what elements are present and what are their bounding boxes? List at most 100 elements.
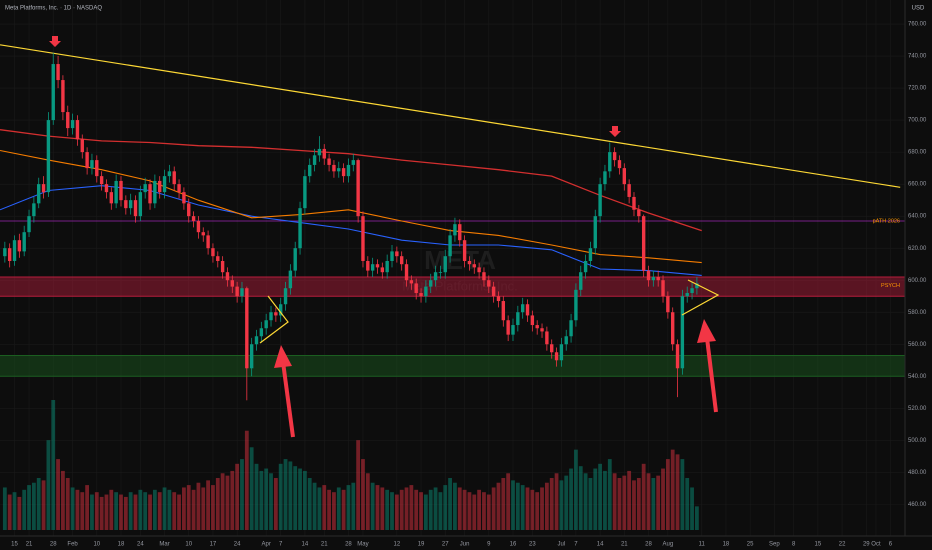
volume-bar: [235, 463, 240, 530]
candle-body: [80, 139, 84, 153]
volume-bar: [317, 487, 322, 530]
candle-body: [608, 152, 612, 172]
volume-bar: [467, 492, 472, 530]
indicator-line: [0, 129, 702, 232]
pennant-drawing: [681, 279, 720, 316]
volume-bar: [128, 492, 133, 530]
candle-body: [525, 304, 530, 316]
candle-body: [278, 304, 283, 316]
volume-bar: [583, 473, 588, 530]
volume-bar: [351, 482, 356, 530]
volume-bar: [380, 487, 385, 530]
volume-bar: [157, 492, 162, 530]
x-tick-label: 6: [889, 542, 893, 548]
volume-bar: [477, 489, 482, 530]
volume-bar: [12, 492, 17, 530]
y-tick-label: 480.00: [908, 470, 927, 476]
candle-body: [627, 184, 631, 197]
volume-bar: [230, 470, 235, 530]
x-tick-label: 18: [723, 542, 730, 548]
volume-bar: [670, 449, 675, 530]
volume-bar: [123, 496, 128, 530]
volume-bar: [520, 485, 525, 530]
volume-bar: [138, 489, 143, 530]
candle-body: [380, 267, 385, 273]
volume-bar: [598, 463, 603, 530]
volume-bar: [482, 492, 486, 530]
x-tick-label: 17: [210, 542, 217, 548]
candle-body: [293, 248, 297, 271]
y-tick-label: 520.00: [908, 406, 927, 412]
arrow-drawing: [281, 361, 295, 438]
candle-body: [501, 301, 506, 321]
volume-bar: [94, 492, 99, 530]
candle-body: [308, 164, 312, 177]
volume-bar: [341, 489, 346, 530]
volume-bar: [152, 489, 157, 530]
x-tick-label: 19: [418, 542, 425, 548]
x-tick-label: 28: [645, 542, 652, 548]
candle-body: [177, 184, 181, 193]
x-tick-label: 14: [597, 542, 604, 548]
candle-body: [453, 224, 457, 236]
candle-body: [27, 216, 31, 233]
x-tick-label: 21: [321, 542, 328, 548]
candle-body: [332, 164, 336, 172]
candle-body: [545, 331, 549, 345]
volume-bar: [46, 440, 51, 530]
x-tick-label: 15: [11, 542, 18, 548]
candle-body: [22, 232, 26, 252]
volume-bar: [211, 485, 215, 530]
candle-body: [559, 344, 564, 361]
volume-bar: [540, 487, 544, 530]
x-tick-label: May: [357, 542, 368, 548]
volume-bar: [530, 489, 535, 530]
candle-body: [211, 248, 215, 257]
volume-bar: [273, 478, 278, 530]
candle-body: [443, 256, 447, 273]
x-tick-label: Jul: [558, 542, 566, 548]
x-tick-label: Oct: [871, 542, 881, 548]
volume-bar: [438, 492, 443, 530]
candle-body: [124, 200, 128, 209]
volume-bar: [506, 473, 511, 530]
pennant-drawing: [259, 295, 289, 344]
candle-body: [128, 200, 133, 209]
candle-body: [685, 293, 689, 297]
currency-label: USD: [912, 6, 925, 12]
candle-body: [361, 216, 365, 261]
candle-body: [196, 220, 201, 233]
arrow-drawing: [705, 337, 718, 413]
candle-body: [51, 64, 55, 121]
x-tick-label: 14: [302, 542, 309, 548]
volume-bar: [240, 459, 244, 530]
volume-bar: [191, 489, 196, 530]
volume-bar: [385, 489, 390, 530]
volume-bar: [182, 487, 186, 530]
candle-body: [385, 260, 389, 273]
y-tick-label: 680.00: [908, 150, 927, 156]
y-tick-label: 500.00: [908, 438, 927, 444]
candle-body: [99, 176, 104, 185]
y-tick-label: 760.00: [908, 22, 927, 28]
volume-bar: [462, 489, 467, 530]
x-tick-label: 9: [487, 542, 491, 548]
candle-body: [695, 283, 699, 289]
volume-bar: [22, 489, 27, 530]
price-axis-panel: [905, 0, 932, 550]
watermark-symbol: META: [424, 245, 496, 275]
volume-bar: [322, 485, 327, 530]
candle-body: [477, 267, 481, 273]
volume-bar: [622, 475, 627, 530]
candle-body: [593, 216, 597, 249]
candle-body: [230, 280, 234, 287]
x-tick-label: 10: [93, 542, 100, 548]
volume-bar: [99, 496, 104, 530]
candle-body: [341, 168, 346, 177]
volume-bar: [607, 459, 612, 530]
candle-body: [182, 192, 186, 204]
volume-bar: [544, 482, 549, 530]
candle-body: [351, 160, 355, 165]
volume-bar: [90, 494, 94, 530]
candle-body: [569, 320, 573, 337]
